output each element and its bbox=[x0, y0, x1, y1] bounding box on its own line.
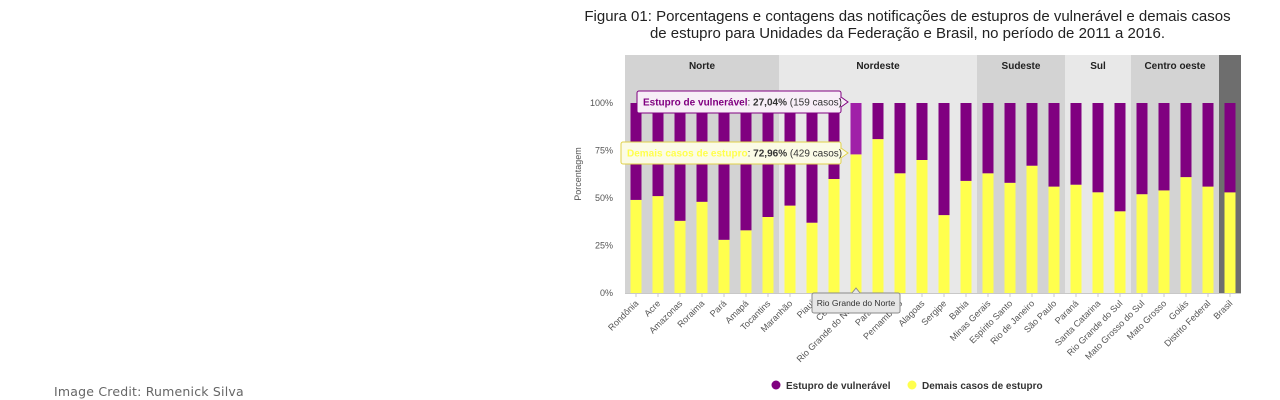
bar-demais-pernambuco[interactable] bbox=[894, 173, 906, 293]
bar-vulneravel-ceara[interactable] bbox=[828, 103, 840, 179]
bar-demais-santa-catarina[interactable] bbox=[1092, 192, 1104, 293]
tooltip-vulneravel-text: Estupro de vulnerável: 27,04% (159 casos… bbox=[643, 98, 842, 109]
y-tick-label: 100% bbox=[590, 98, 613, 108]
tooltip-category-pointer bbox=[851, 287, 861, 294]
bar-vulneravel-rio-grande-do-sul[interactable] bbox=[1114, 103, 1126, 212]
y-tick-label: 0% bbox=[600, 288, 613, 298]
bar-vulneravel-santa-catarina[interactable] bbox=[1092, 103, 1104, 193]
bar-demais-piaui[interactable] bbox=[806, 222, 818, 293]
chart-title-line-1: Figura 01: Porcentagens e contagens das … bbox=[584, 8, 1231, 25]
legend-marker-demais-casos-de-estupro[interactable] bbox=[907, 380, 917, 390]
bar-demais-maranhao[interactable] bbox=[784, 205, 796, 293]
bar-demais-acre[interactable] bbox=[652, 196, 664, 293]
y-axis-label: Porcentagem bbox=[573, 147, 583, 201]
bar-demais-rondonia[interactable] bbox=[630, 199, 642, 293]
bar-vulneravel-paraiba[interactable] bbox=[872, 103, 884, 140]
y-tick-label: 75% bbox=[595, 146, 613, 156]
x-tick-label-sergipe: Sergipe bbox=[919, 298, 948, 327]
bar-demais-sao-paulo[interactable] bbox=[1048, 186, 1060, 293]
region-label-sudeste: Sudeste bbox=[1002, 61, 1041, 72]
bar-demais-para[interactable] bbox=[718, 239, 730, 293]
bar-demais-rio-de-janeiro[interactable] bbox=[1026, 165, 1038, 293]
tooltip-demais-pointer bbox=[840, 147, 849, 159]
bar-demais-amazonas[interactable] bbox=[674, 220, 686, 293]
bar-demais-rio-grande-do-norte[interactable] bbox=[850, 154, 862, 293]
x-tick-label-rondonia: Rondônia bbox=[606, 298, 640, 332]
bar-vulneravel-sergipe[interactable] bbox=[938, 103, 950, 216]
bar-vulneravel-minas-gerais[interactable] bbox=[982, 103, 994, 174]
bar-demais-bahia[interactable] bbox=[960, 180, 972, 293]
bar-vulneravel-amapa[interactable] bbox=[740, 103, 752, 231]
bar-demais-paraiba[interactable] bbox=[872, 139, 884, 293]
bar-vulneravel-brasil[interactable] bbox=[1224, 103, 1236, 193]
chart-title: Figura 01: Porcentagens e contagens das … bbox=[575, 8, 1240, 42]
bar-demais-mato-grosso[interactable] bbox=[1158, 190, 1170, 293]
bar-vulneravel-mato-grosso[interactable] bbox=[1158, 103, 1170, 191]
bar-demais-tocantins[interactable] bbox=[762, 217, 774, 293]
y-tick-label: 50% bbox=[595, 193, 613, 203]
bar-demais-mato-grosso-do-sul[interactable] bbox=[1136, 194, 1148, 293]
bar-demais-ceara[interactable] bbox=[828, 179, 840, 293]
bar-demais-brasil[interactable] bbox=[1224, 192, 1236, 293]
chart-title-line-2: de estupro para Unidades da Federação e … bbox=[649, 25, 1166, 42]
bar-demais-distrito-federal[interactable] bbox=[1202, 186, 1214, 293]
bar-demais-goias[interactable] bbox=[1180, 177, 1192, 293]
region-label-sul: Sul bbox=[1090, 61, 1106, 72]
bar-demais-alagoas[interactable] bbox=[916, 160, 928, 293]
y-tick-label: 25% bbox=[595, 241, 613, 251]
bar-demais-sergipe[interactable] bbox=[938, 215, 950, 293]
bar-vulneravel-pernambuco[interactable] bbox=[894, 103, 906, 174]
x-tick-label-brasil: Brasil bbox=[1211, 298, 1234, 321]
bar-vulneravel-sao-paulo[interactable] bbox=[1048, 103, 1060, 187]
bar-demais-amapa[interactable] bbox=[740, 230, 752, 293]
tooltip-vulneravel-pointer bbox=[840, 96, 849, 108]
bar-vulneravel-parana[interactable] bbox=[1070, 103, 1082, 185]
bar-demais-roraima[interactable] bbox=[696, 201, 708, 293]
bar-vulneravel-rio-de-janeiro[interactable] bbox=[1026, 103, 1038, 166]
legend-label-estupro-de-vulneravel[interactable]: Estupro de vulnerável bbox=[786, 381, 891, 392]
tooltip-category-text: Rio Grande do Norte bbox=[817, 298, 896, 308]
region-label-norte: Norte bbox=[689, 61, 716, 72]
bar-vulneravel-bahia[interactable] bbox=[960, 103, 972, 181]
legend-label-demais-casos-de-estupro[interactable]: Demais casos de estupro bbox=[922, 381, 1043, 392]
bar-vulneravel-para[interactable] bbox=[718, 103, 730, 240]
image-credit: Image Credit: Rumenick Silva bbox=[54, 384, 244, 399]
bar-demais-espirito-santo[interactable] bbox=[1004, 182, 1016, 293]
bar-vulneravel-alagoas[interactable] bbox=[916, 103, 928, 160]
bar-vulneravel-espirito-santo[interactable] bbox=[1004, 103, 1016, 183]
bar-vulneravel-distrito-federal[interactable] bbox=[1202, 103, 1214, 187]
tooltip-demais-text: Demais casos de estupro: 72,96% (429 cas… bbox=[627, 149, 842, 160]
bar-vulneravel-rio-grande-do-norte[interactable] bbox=[850, 103, 862, 155]
region-label-centro-oeste: Centro oeste bbox=[1144, 61, 1206, 72]
legend-marker-estupro-de-vulneravel[interactable] bbox=[771, 380, 781, 390]
region-label-nordeste: Nordeste bbox=[856, 61, 900, 72]
bar-vulneravel-mato-grosso-do-sul[interactable] bbox=[1136, 103, 1148, 195]
bar-vulneravel-goias[interactable] bbox=[1180, 103, 1192, 178]
bar-demais-rio-grande-do-sul[interactable] bbox=[1114, 211, 1126, 293]
bar-demais-parana[interactable] bbox=[1070, 184, 1082, 293]
bar-demais-minas-gerais[interactable] bbox=[982, 173, 994, 293]
